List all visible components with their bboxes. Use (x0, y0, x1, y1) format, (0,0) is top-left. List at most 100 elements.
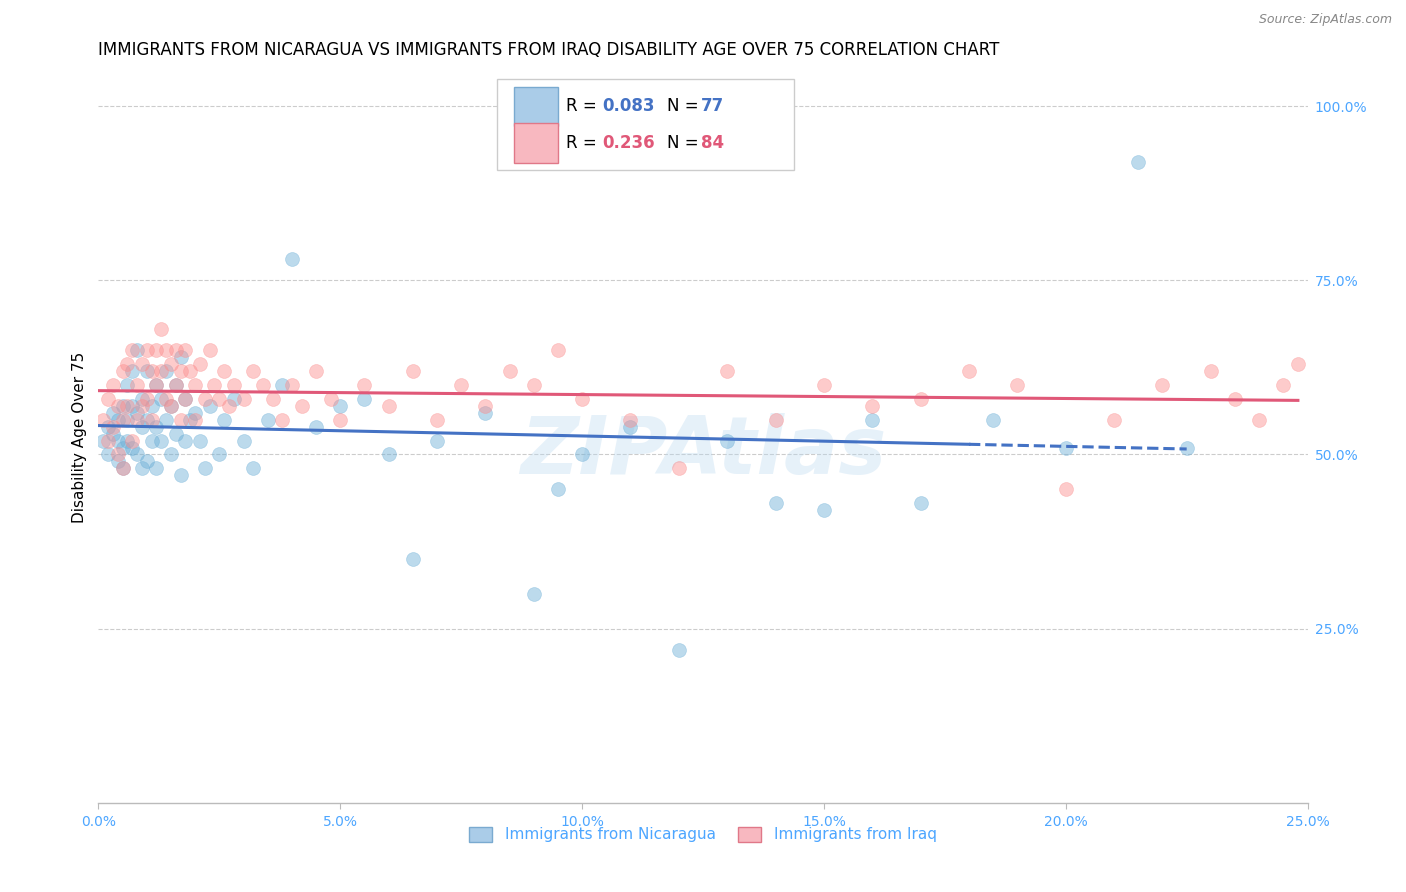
Point (135, 364, 157, 378)
Point (145, 461, 167, 475)
Point (145, 377, 167, 392)
Point (155, 364, 177, 378)
Point (97, 419, 120, 434)
Point (150, 364, 173, 378)
Point (1152, 377, 1174, 392)
Point (271, 377, 294, 392)
Point (155, 392, 177, 406)
Point (271, 412, 294, 426)
Point (290, 399, 312, 413)
Point (101, 419, 124, 434)
Point (188, 357, 211, 371)
Point (97, 448, 120, 462)
Point (121, 434, 143, 448)
Point (179, 412, 201, 426)
Text: Source: ZipAtlas.com: Source: ZipAtlas.com (1258, 13, 1392, 27)
Point (135, 454, 157, 468)
Point (305, 364, 328, 378)
Text: 84: 84 (700, 134, 724, 152)
Point (813, 377, 835, 392)
FancyBboxPatch shape (498, 78, 793, 170)
Point (329, 412, 352, 426)
Point (716, 364, 738, 378)
Point (1199, 364, 1222, 378)
Point (222, 377, 245, 392)
Point (329, 399, 352, 413)
Y-axis label: Disability Age Over 75: Disability Age Over 75 (72, 351, 87, 523)
Point (1249, 412, 1271, 426)
Point (402, 364, 425, 378)
Point (117, 412, 139, 426)
Point (957, 364, 980, 378)
Point (131, 461, 153, 475)
Point (232, 434, 254, 448)
Point (571, 448, 593, 462)
Point (910, 496, 932, 510)
Point (716, 434, 738, 448)
FancyBboxPatch shape (515, 87, 558, 127)
Point (111, 364, 134, 378)
Point (117, 399, 139, 413)
Point (121, 343, 143, 357)
Point (194, 461, 217, 475)
Point (135, 392, 157, 406)
Point (160, 357, 183, 371)
Point (377, 399, 399, 413)
Point (107, 399, 129, 413)
Point (111, 399, 134, 413)
Point (141, 364, 163, 378)
Point (208, 392, 231, 406)
Point (281, 377, 304, 392)
Point (813, 503, 835, 517)
Point (111, 412, 134, 426)
Point (1272, 377, 1295, 392)
Point (765, 412, 787, 426)
Point (242, 461, 264, 475)
Point (101, 426, 124, 441)
Point (1102, 412, 1125, 426)
Point (1286, 357, 1309, 371)
Point (169, 412, 191, 426)
Point (131, 419, 153, 434)
Point (402, 552, 425, 566)
Point (135, 343, 157, 357)
Point (194, 392, 217, 406)
Point (131, 392, 153, 406)
Point (107, 434, 129, 448)
Point (1223, 392, 1246, 406)
Text: 77: 77 (700, 97, 724, 115)
Point (474, 406, 496, 420)
Point (97, 392, 120, 406)
Point (165, 426, 187, 441)
Point (1128, 155, 1150, 169)
Point (262, 392, 284, 406)
Point (127, 448, 149, 462)
Point (127, 412, 149, 426)
Point (121, 399, 143, 413)
Point (1175, 441, 1198, 455)
Point (169, 468, 191, 483)
Point (242, 364, 264, 378)
Point (165, 377, 187, 392)
Point (523, 377, 546, 392)
Point (111, 461, 134, 475)
Point (101, 377, 124, 392)
Point (145, 343, 167, 357)
Point (179, 364, 201, 378)
Point (474, 399, 496, 413)
Point (252, 377, 274, 392)
Point (117, 434, 139, 448)
Point (184, 377, 207, 392)
Text: 0.083: 0.083 (603, 97, 655, 115)
Point (498, 364, 520, 378)
Point (160, 448, 183, 462)
Point (204, 377, 226, 392)
Point (426, 412, 449, 426)
Text: ZIPAtlas: ZIPAtlas (520, 413, 886, 491)
Point (150, 322, 173, 336)
Point (91, 434, 114, 448)
Point (1007, 377, 1029, 392)
Point (169, 350, 191, 364)
Point (111, 441, 134, 455)
Point (426, 434, 449, 448)
